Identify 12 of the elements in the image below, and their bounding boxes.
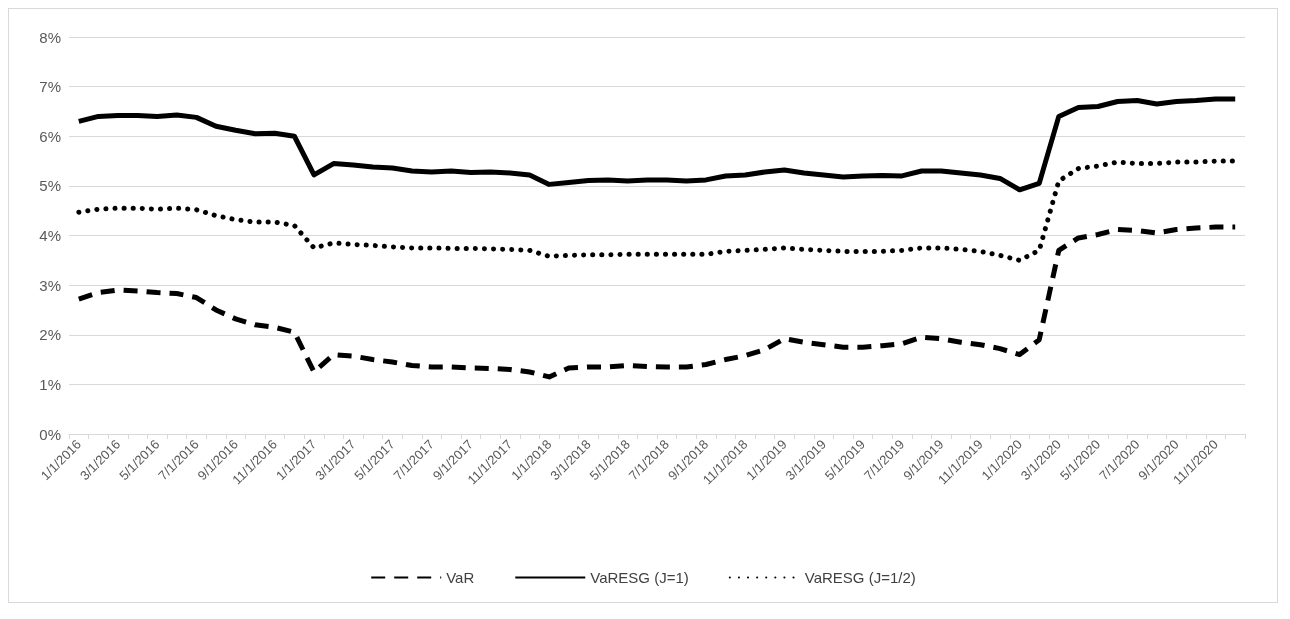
y-tick-label: 2% (39, 326, 61, 344)
y-tick-label: 5% (39, 177, 61, 195)
y-tick-label: 0% (39, 425, 61, 443)
y-tick-label: 4% (39, 227, 61, 244)
y-tick-label: 1% (39, 375, 61, 393)
y-tick-label: 8% (39, 28, 61, 46)
legend-label: VaRESG (J=1) (590, 569, 689, 586)
y-tick-label: 6% (39, 127, 61, 145)
legend-label: VaRESG (J=1/2) (804, 569, 916, 586)
legend-label: VaR (446, 569, 475, 586)
y-tick-label: 3% (39, 276, 61, 294)
y-tick-label: 7% (39, 78, 61, 96)
